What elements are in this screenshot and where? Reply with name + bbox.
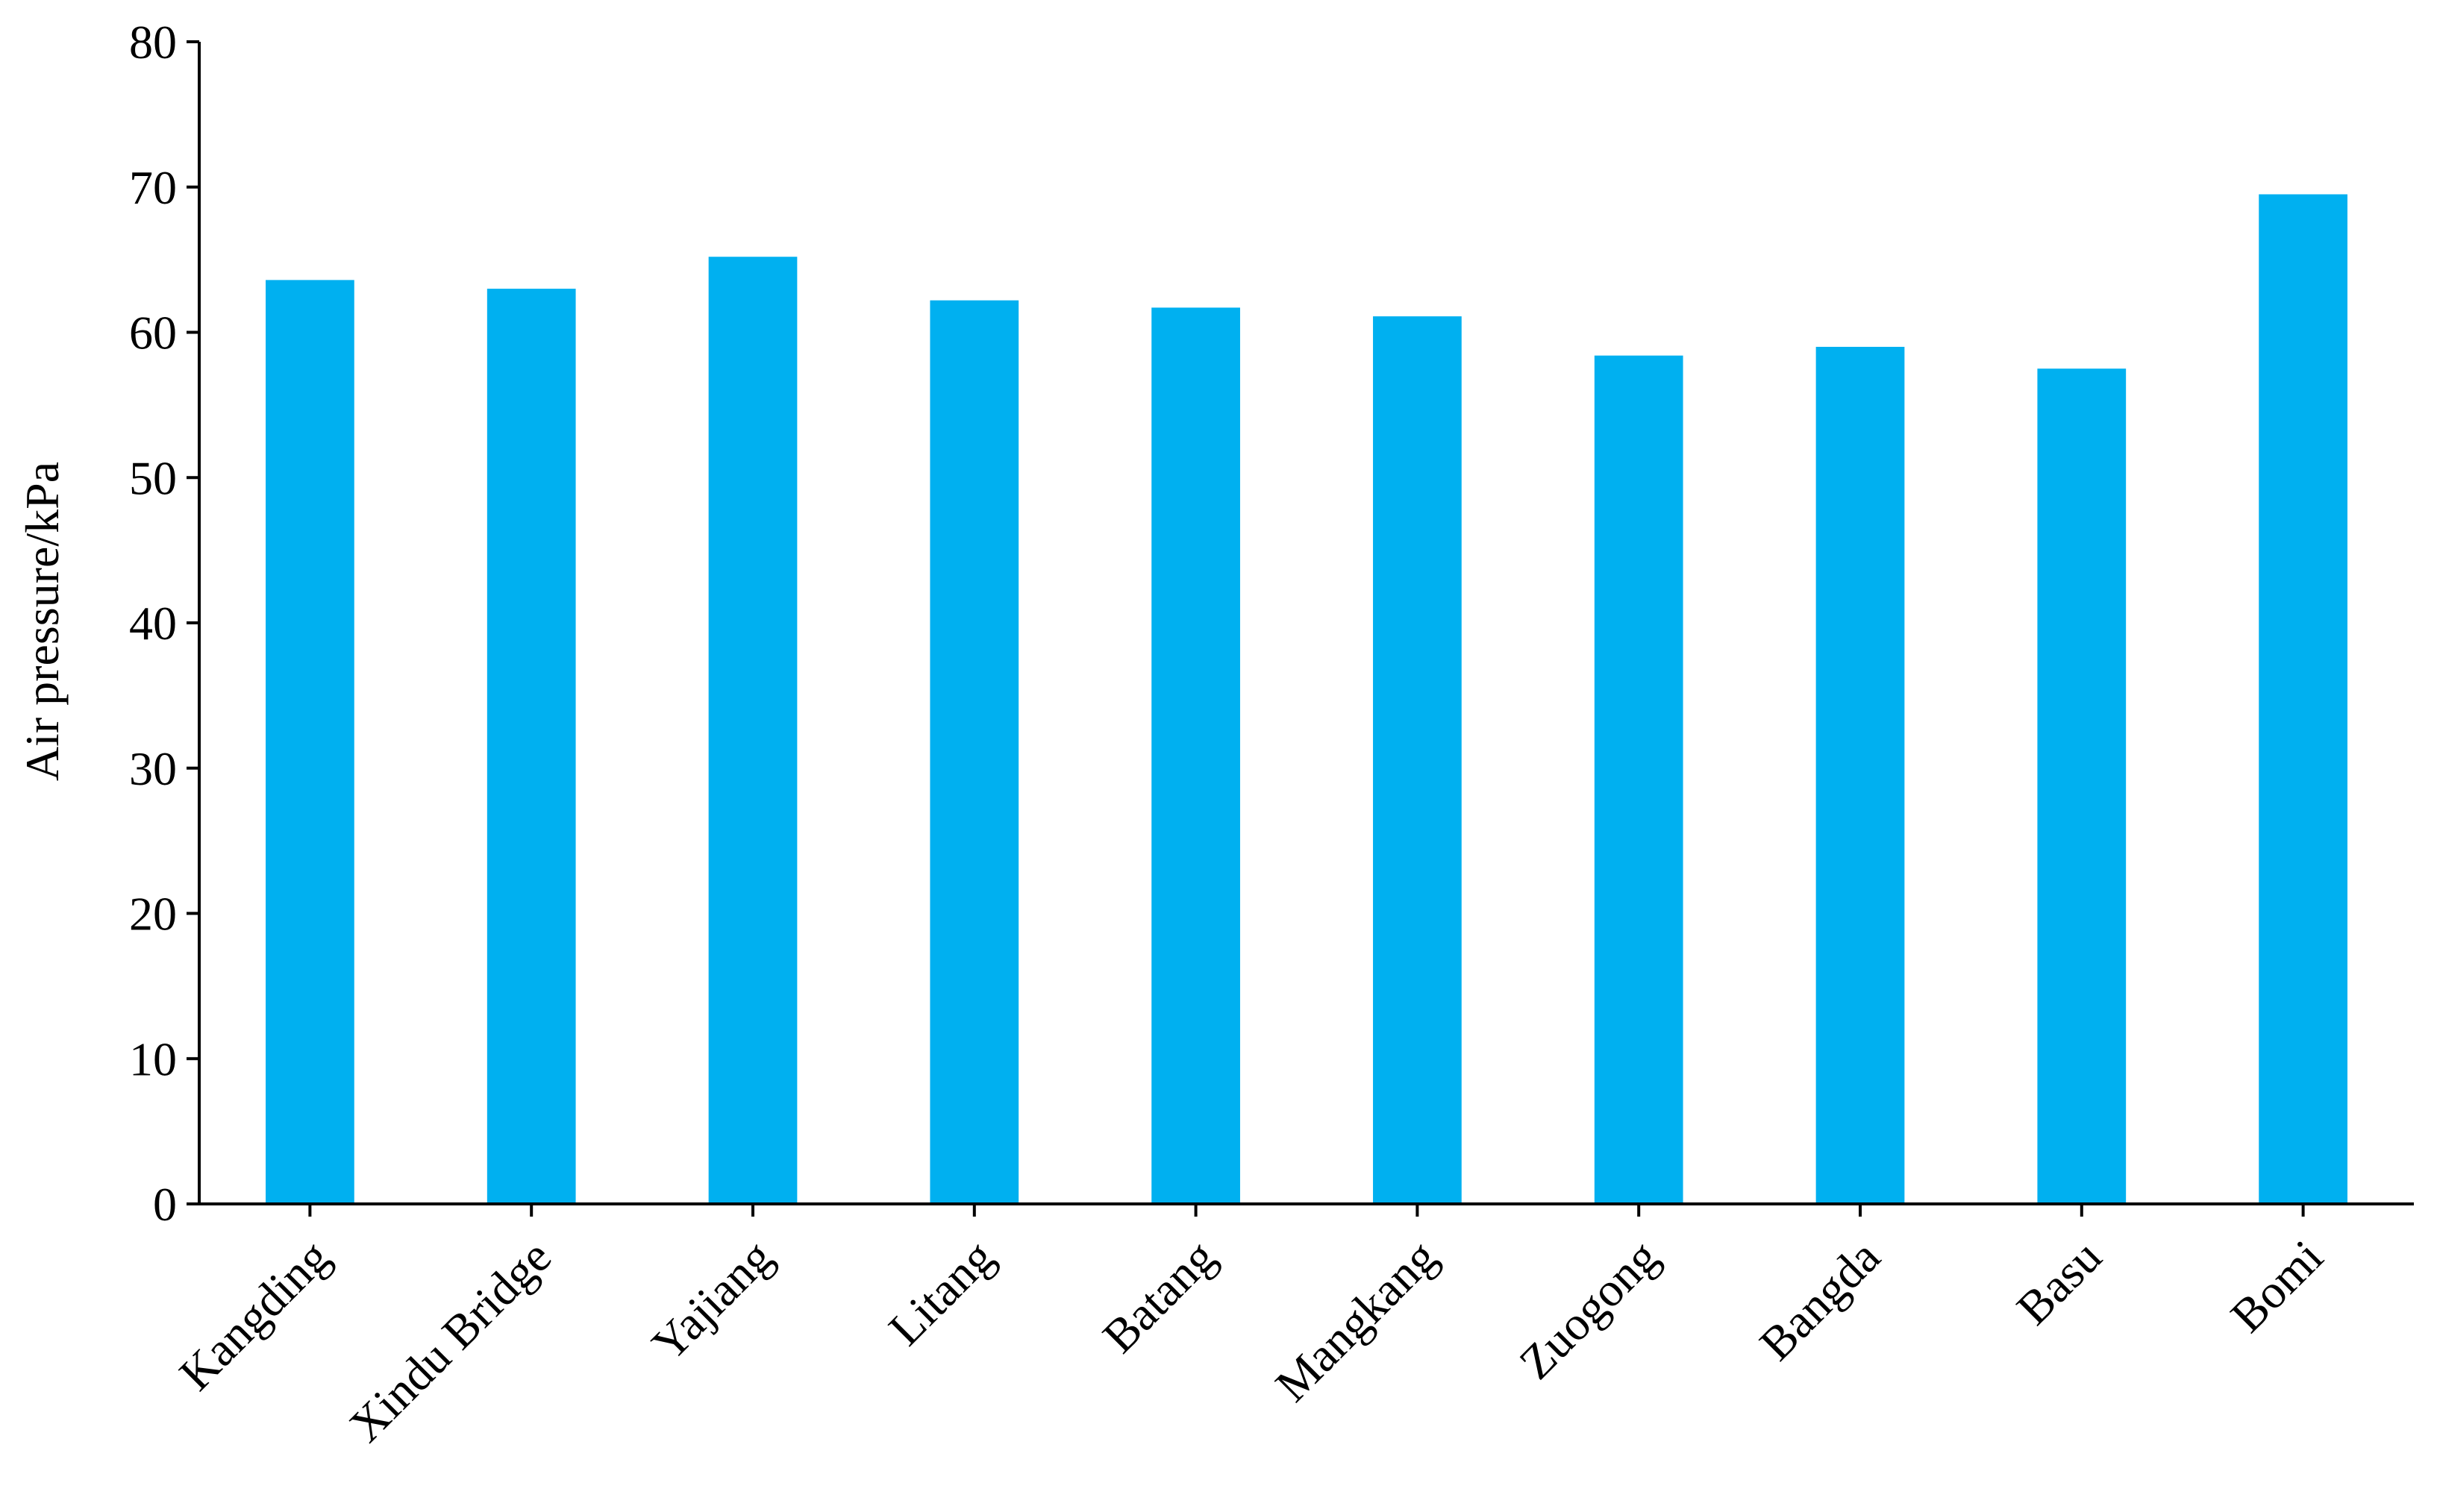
y-tick-label: 30 [129,742,177,795]
y-tick-label: 0 [153,1178,177,1231]
x-tick-label: Xindu Bridge [339,1230,561,1452]
bar [1151,307,1240,1205]
x-tick-label: Litang [878,1230,1004,1355]
bar [487,289,576,1205]
y-tick-label: 20 [129,888,177,941]
x-tick-label: Bomi [2221,1230,2333,1343]
x-tick-label: Bangda [1749,1230,1889,1370]
y-tick-label: 60 [129,307,177,360]
bar [930,300,1019,1204]
x-tick-label: Batang [1092,1230,1225,1363]
y-axis-label: Air pressure/kPa [16,462,69,781]
bar [1373,316,1462,1204]
bar [2259,194,2347,1204]
x-tick-label: Kangding [169,1230,340,1401]
y-tick-label: 80 [129,16,177,69]
x-tick-label: Mangkang [1266,1230,1448,1412]
bar [1594,355,1683,1204]
y-tick-label: 40 [129,597,177,650]
bar [708,257,798,1205]
x-tick-label: Zuogong [1509,1230,1668,1390]
y-tick-label: 70 [129,161,177,214]
bar [266,280,354,1204]
x-tick-label: Basu [2006,1230,2112,1335]
y-tick-label: 50 [129,451,177,504]
x-tick-label: Yajiang [642,1230,783,1371]
y-tick-label: 10 [129,1032,177,1085]
bar [2037,368,2127,1204]
bar [1815,346,1905,1205]
